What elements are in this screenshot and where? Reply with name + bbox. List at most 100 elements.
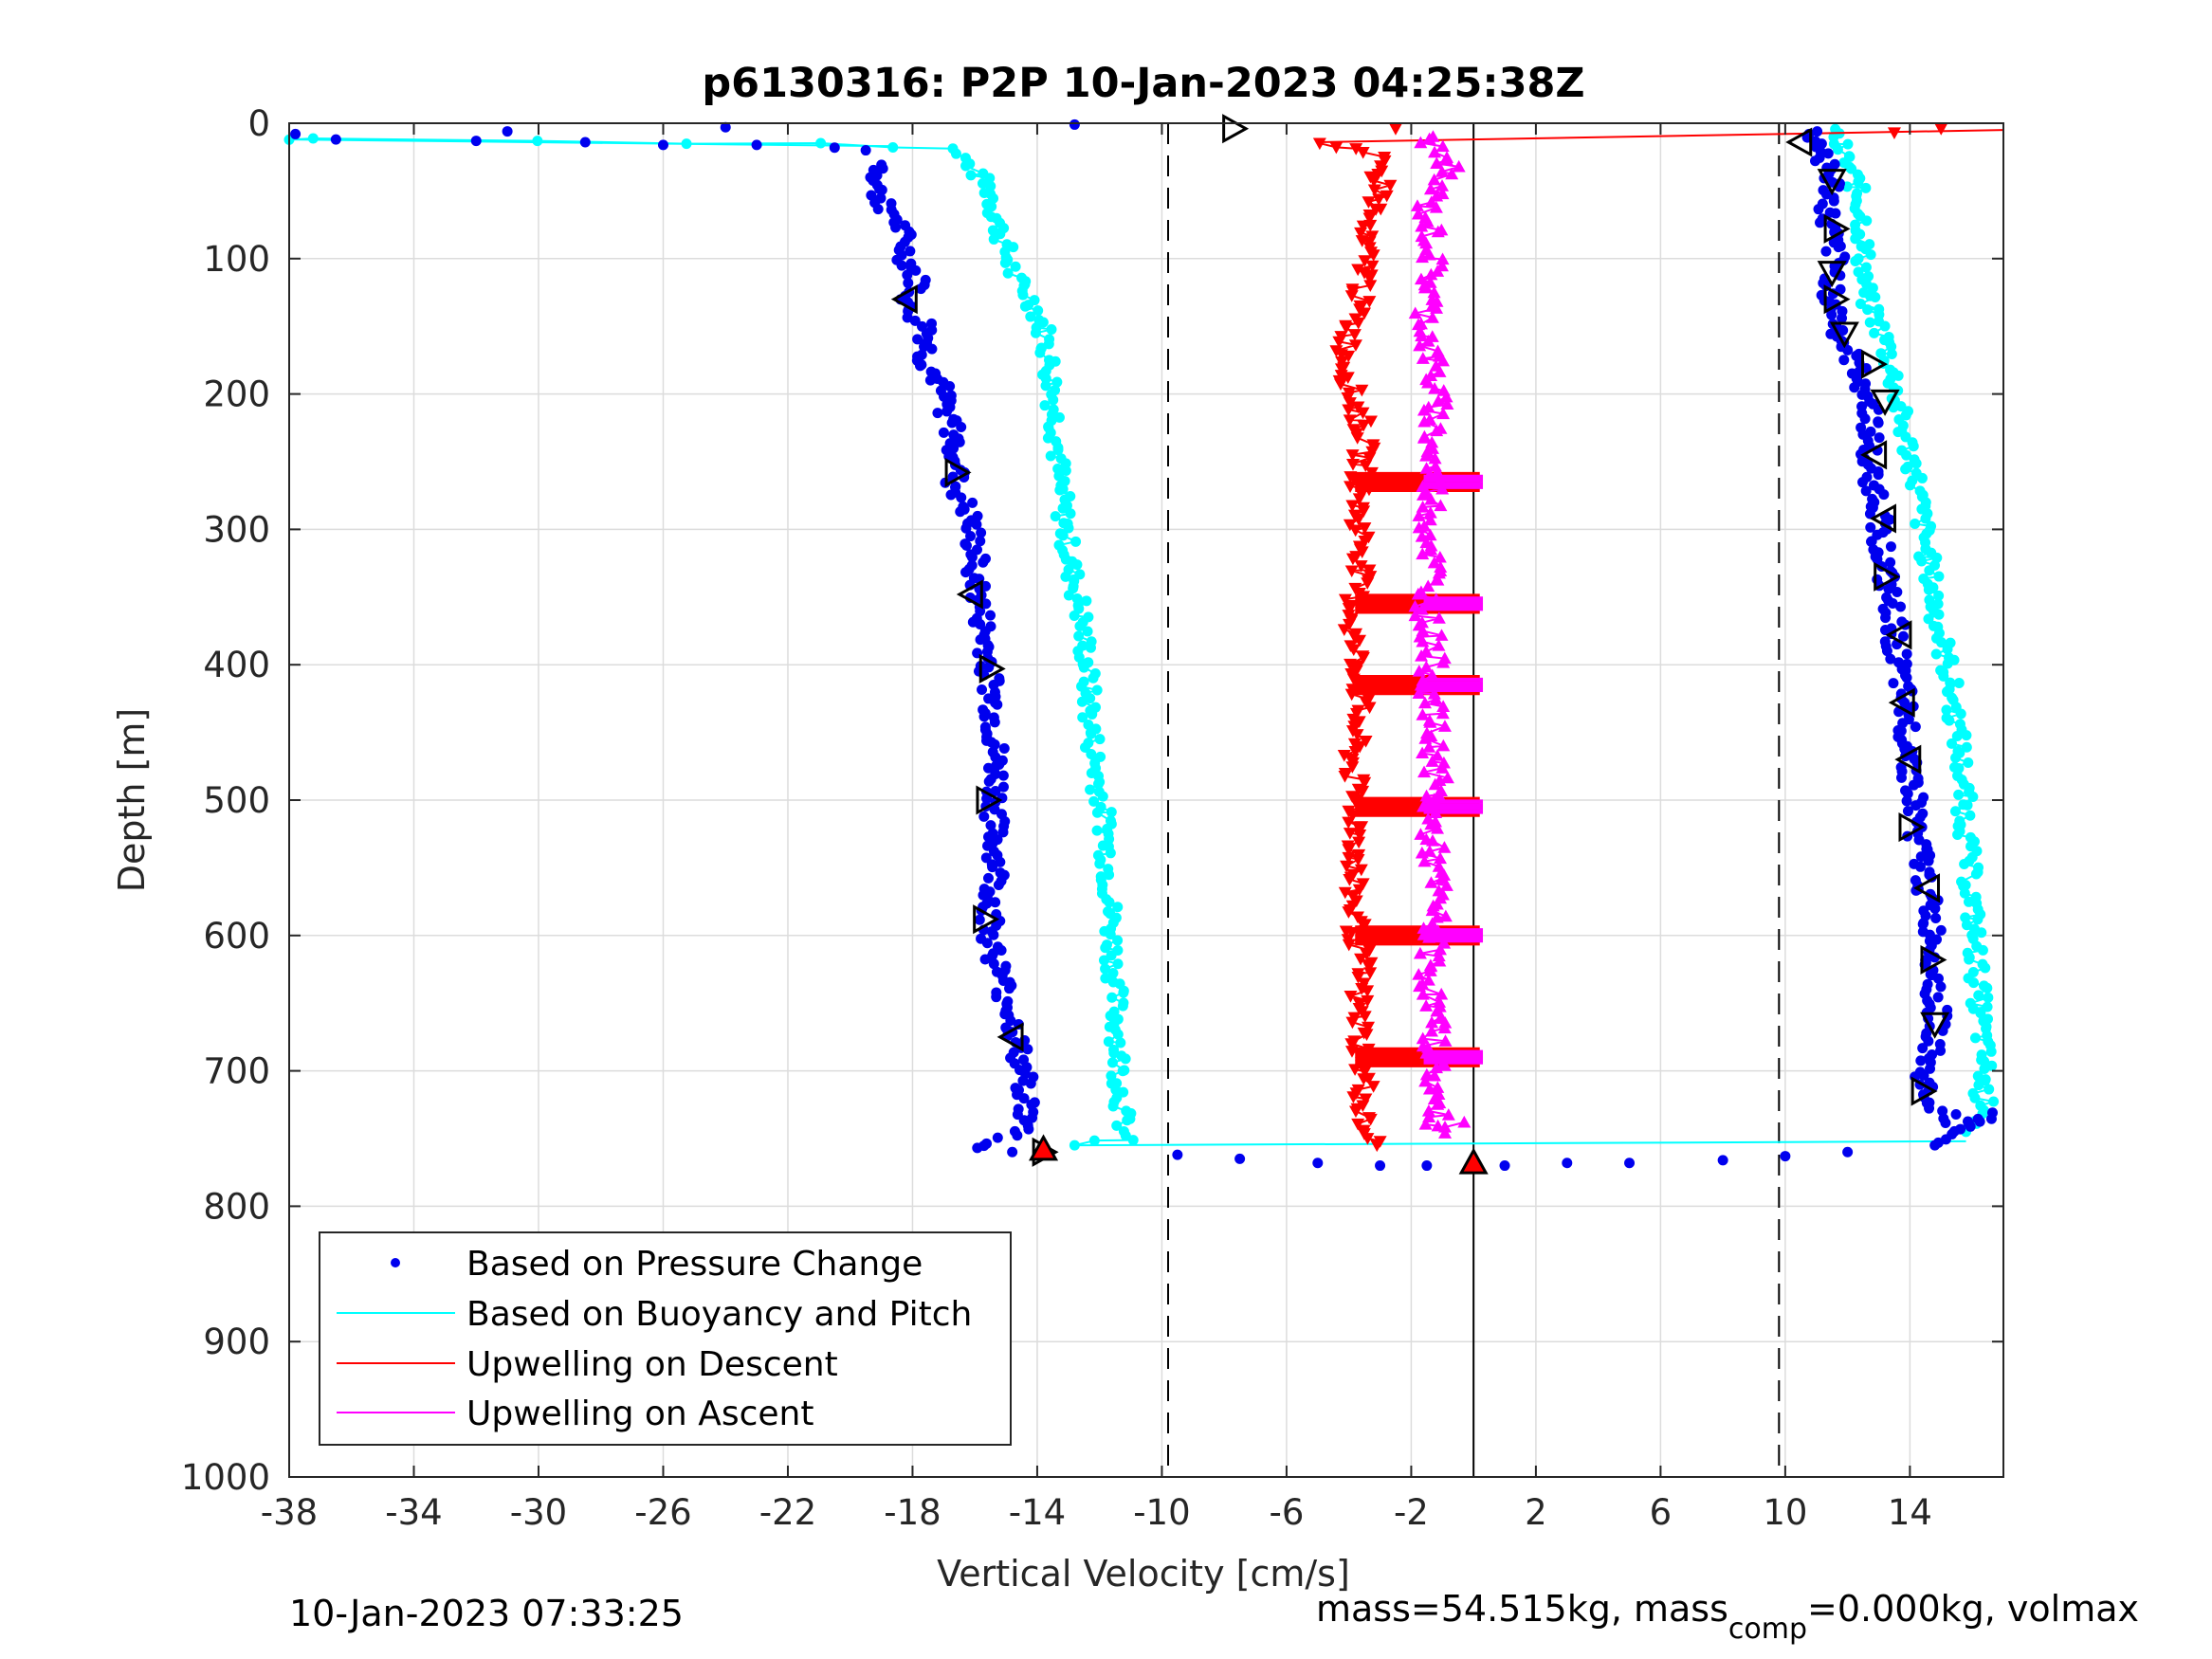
pressure-point (1004, 983, 1015, 994)
ascent-upwelling-point (1429, 692, 1443, 705)
ascent-upwelling-point (1417, 403, 1431, 416)
buoyancy-point (1094, 734, 1106, 745)
ascent-upwelling-point (1432, 611, 1446, 624)
ascent-upwelling-point (1436, 354, 1451, 367)
ascent-upwelling-point (1423, 506, 1437, 519)
buoyancy-point (1112, 935, 1124, 946)
buoyancy-point (1933, 609, 1945, 620)
buoyancy-point (1982, 1001, 1993, 1012)
pressure-point (1025, 1078, 1036, 1089)
pressure-point (976, 527, 987, 538)
ascent-upwelling-point (1435, 165, 1449, 177)
descent-upwelling-point (1362, 452, 1377, 465)
buoyancy-point (1033, 305, 1044, 317)
open-triangle-marker (1920, 944, 1947, 975)
descent-upwelling-point (1354, 953, 1368, 966)
ascent-upwelling-point (1435, 871, 1449, 884)
ascent-upwelling-point (1422, 845, 1436, 857)
pressure-point (1888, 678, 1899, 689)
pressure-point (1892, 587, 1903, 598)
pressure-point (1873, 469, 1884, 481)
ascent-upwelling-point (1439, 390, 1453, 403)
ascent-upwelling-point (1436, 407, 1451, 420)
ascent-upwelling-point (1419, 660, 1434, 673)
buoyancy-point (1985, 1046, 1997, 1057)
descent-upwelling-point (1338, 886, 1352, 900)
buoyancy-point (1087, 708, 1098, 720)
pressure-point (946, 417, 958, 428)
descent-upwelling-point (1361, 577, 1375, 590)
descent-upwelling-point (1362, 564, 1377, 577)
buoyancy-point (1855, 299, 1866, 310)
buoyancy-point (1972, 914, 1983, 925)
ascent-upwelling-point (1423, 182, 1437, 195)
ascent-upwelling-point (1416, 352, 1430, 364)
descent-upwelling-point (1343, 414, 1357, 427)
pressure-point (1023, 1123, 1034, 1135)
pressure-point (981, 793, 993, 804)
buoyancy-point (1951, 730, 1963, 741)
y-tick-label: 100 (203, 239, 270, 280)
buoyancy-point (1973, 1080, 1984, 1091)
descent-upwelling-point (1352, 493, 1366, 505)
ascent-upwelling-point (1416, 987, 1430, 1000)
buoyancy-point (1901, 449, 1912, 461)
ascent-upwelling-point (1428, 777, 1442, 791)
pressure-point (579, 137, 591, 148)
descent-upwelling-point (1356, 878, 1370, 890)
pressure-point (1929, 1139, 1941, 1151)
descent-upwelling-point (1362, 296, 1377, 308)
pressure-point (1917, 919, 1929, 930)
buoyancy-point (1850, 255, 1861, 266)
buoyancy-point (1112, 958, 1124, 970)
ascent-upwelling-point (1435, 629, 1449, 641)
descent-upwelling-point (1342, 851, 1356, 865)
descent-upwelling-point (1356, 785, 1370, 798)
pressure-point (978, 711, 990, 722)
buoyancy-point (1100, 963, 1111, 975)
open-triangle-marker (1888, 687, 1915, 718)
ascent-upwelling-point (1421, 375, 1435, 389)
buoyancy-point (1860, 262, 1872, 273)
pressure-point (1828, 195, 1839, 207)
pressure-point (988, 929, 999, 940)
pressure-point (1885, 541, 1896, 553)
ascent-upwelling-point (1417, 414, 1432, 428)
open-triangle-marker (890, 284, 918, 315)
pressure-point (997, 781, 1009, 793)
open-triangle-marker (978, 653, 1006, 684)
descent-upwelling-point (1353, 829, 1367, 842)
buoyancy-point (1104, 869, 1115, 881)
descent-upwelling-point (1362, 959, 1376, 973)
pressure-point (1935, 981, 1947, 993)
buoyancy-point (1085, 784, 1096, 795)
ascent-upwelling-point (1410, 199, 1424, 211)
pressure-point (997, 770, 1009, 781)
descent-upwelling-point (1362, 702, 1377, 715)
ascent-upwelling-point (1452, 159, 1466, 173)
descent-upwelling-point (1342, 350, 1356, 363)
buoyancy-point (1935, 637, 1947, 648)
buoyancy-point (1042, 432, 1053, 444)
pressure-point (1842, 344, 1854, 356)
descent-upwelling-point (1357, 419, 1371, 432)
buoyancy-point (1869, 327, 1880, 338)
pressure-point (978, 811, 990, 822)
ascent-upwelling-point (1415, 603, 1429, 615)
descent-upwelling-point (1351, 972, 1365, 984)
ascent-upwelling-point (1431, 574, 1445, 586)
pressure-point (1940, 1118, 1951, 1129)
descent-upwelling-point (1354, 227, 1368, 240)
descent-upwelling-point (1363, 967, 1378, 979)
pressure-point (1887, 597, 1898, 609)
open-triangle-marker (1860, 440, 1888, 470)
buoyancy-point (1107, 968, 1119, 979)
buoyancy-point (1988, 1096, 2000, 1107)
descent-upwelling-point (1363, 1113, 1378, 1126)
y-tick-label: 800 (203, 1186, 270, 1227)
ascent-upwelling-point (1422, 740, 1436, 753)
pressure-point (876, 184, 887, 195)
descent-upwelling-point (1365, 260, 1380, 273)
pressure-point (890, 222, 902, 233)
buoyancy-point (1892, 370, 1904, 381)
